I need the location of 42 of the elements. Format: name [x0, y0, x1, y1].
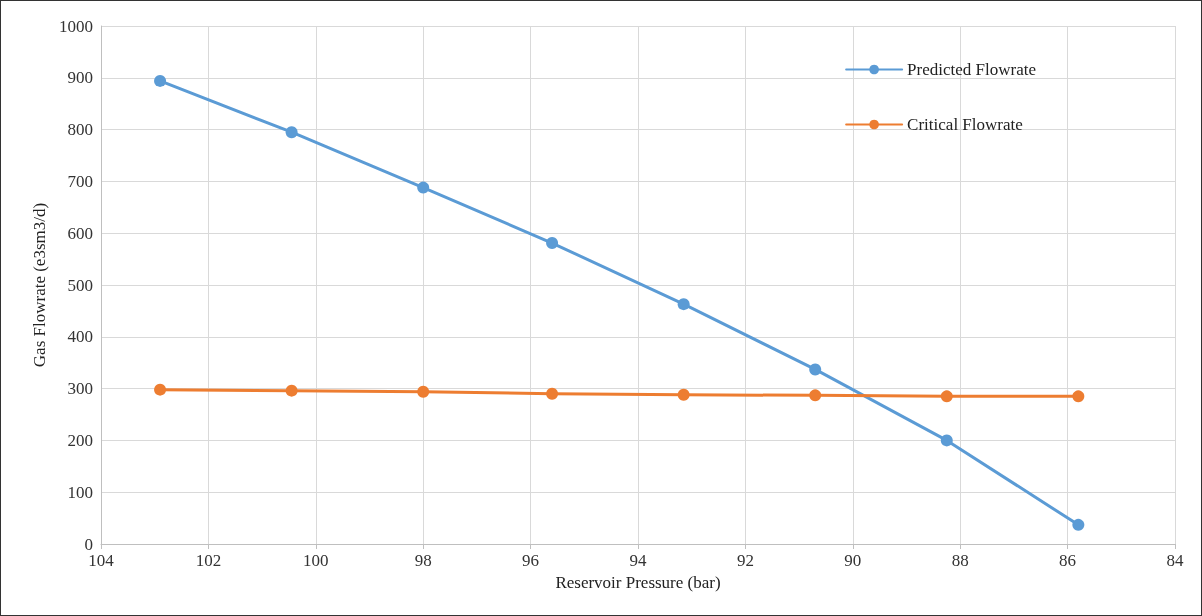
- point: [546, 387, 559, 400]
- x-tick-label: 94: [629, 551, 647, 570]
- y-tick-label: 600: [67, 223, 93, 243]
- x-tick-label: 86: [1059, 551, 1077, 570]
- y-axis-title: Gas Flowrate (e3sm3/d): [30, 202, 50, 368]
- point: [1072, 518, 1085, 531]
- x-tick-label: 104: [88, 551, 115, 570]
- point: [940, 390, 953, 403]
- x-axis-title: Reservoir Pressure (bar): [555, 573, 721, 592]
- x-tick-label: 88: [951, 551, 969, 570]
- y-tick-label: 200: [67, 430, 93, 450]
- y-tick-label: 500: [67, 275, 93, 295]
- point: [546, 237, 559, 250]
- point: [677, 388, 690, 401]
- x-tick-label: 84: [1166, 551, 1184, 570]
- point: [285, 384, 298, 397]
- point: [940, 434, 953, 447]
- point: [154, 383, 167, 396]
- x-tick-label: 102: [195, 551, 222, 570]
- y-tick-label: 1000: [59, 16, 93, 36]
- x-tick-label: 98: [414, 551, 432, 570]
- point: [1072, 390, 1085, 403]
- point: [809, 389, 822, 402]
- y-tick-label: 400: [67, 327, 93, 347]
- point: [417, 385, 430, 398]
- y-tick-label: 900: [67, 68, 93, 88]
- point: [285, 126, 298, 139]
- y-tick-label: 800: [67, 120, 93, 140]
- point: [677, 298, 690, 311]
- x-tick-label: 90: [844, 551, 862, 570]
- x-tick-label: 96: [522, 551, 540, 570]
- x-tick-label: 100: [303, 551, 329, 570]
- legend-label: Predicted Flowrate: [907, 60, 1037, 79]
- y-tick-label: 300: [67, 379, 93, 399]
- y-tick-label: 0: [84, 534, 93, 554]
- x-tick-label: 92: [736, 551, 754, 570]
- legend-label: Critical Flowrate: [907, 115, 1023, 134]
- point: [417, 181, 430, 194]
- point: [809, 363, 822, 376]
- y-tick-label: 100: [67, 482, 93, 502]
- point: [154, 74, 167, 87]
- y-tick-label: 700: [67, 171, 93, 191]
